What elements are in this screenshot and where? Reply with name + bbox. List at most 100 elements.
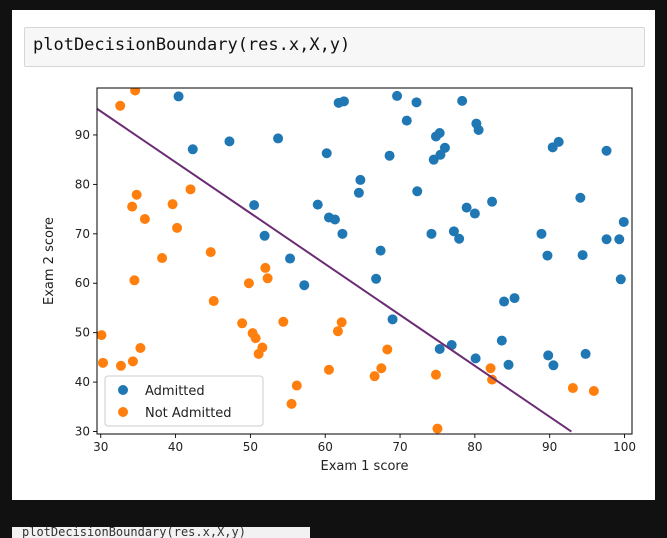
admitted-point — [355, 174, 366, 185]
admitted-point — [536, 228, 547, 239]
admitted-point — [384, 150, 395, 161]
not-admitted-point — [97, 357, 108, 368]
admitted-point — [615, 274, 626, 285]
admitted-point — [338, 96, 349, 107]
not-admitted-point — [376, 363, 387, 374]
not-admitted-point — [487, 374, 498, 385]
admitted-point — [542, 250, 553, 261]
not-admitted-point — [139, 213, 150, 224]
not-admitted-point — [253, 348, 264, 359]
not-admitted-point — [129, 275, 140, 286]
admitted-point — [387, 314, 398, 325]
not-admitted-point — [115, 360, 126, 371]
admitted-point — [543, 350, 554, 361]
admitted-point — [434, 127, 445, 138]
admitted-point — [375, 245, 386, 256]
not-admitted-point — [260, 262, 271, 273]
admitted-point — [435, 149, 446, 160]
admitted-point — [548, 360, 559, 371]
cell-output: 30 40 50 60 70 80 90 100 30 40 50 60 70 80 90 Exam 1 sc… — [24, 72, 645, 492]
admitted-point — [371, 273, 382, 284]
admitted-point — [259, 230, 270, 241]
not-admitted-point — [127, 201, 138, 212]
y-tick-label: 50 — [75, 326, 90, 340]
not-admitted-point — [291, 380, 302, 391]
admitted-point — [461, 202, 472, 213]
x-tick-label: 100 — [613, 440, 636, 454]
x-tick-label: 50 — [243, 440, 258, 454]
x-axis-label: Exam 1 score — [320, 459, 408, 474]
admitted-point — [285, 253, 296, 264]
not-admitted-point — [157, 253, 168, 264]
not-admitted-point — [172, 222, 183, 233]
code-cell[interactable]: plotDecisionBoundary(res.x,X,y) — [24, 27, 645, 67]
admitted-point — [580, 348, 591, 359]
x-tick-label: 90 — [542, 440, 557, 454]
not-admitted-point — [243, 278, 254, 289]
admitted-point — [412, 186, 423, 197]
y-tick-label: 70 — [75, 227, 90, 241]
x-tick-label: 30 — [93, 440, 108, 454]
admitted-point — [224, 136, 235, 147]
admitted-point — [601, 234, 612, 245]
scatter-plot: 30 40 50 60 70 80 90 100 30 40 50 60 70 80 90 Exam 1 sc… — [42, 87, 636, 474]
x-tick-label: 60 — [318, 440, 333, 454]
admitted-point — [473, 125, 484, 136]
plot-area — [97, 88, 629, 434]
admitted-point — [509, 293, 520, 304]
not-admitted-point — [567, 383, 578, 394]
next-code-cell[interactable]: plotDecisionBoundary(res.x,X,y) — [12, 527, 310, 538]
not-admitted-point — [97, 330, 107, 341]
admitted-point — [469, 208, 480, 219]
y-tick-label: 30 — [75, 425, 90, 439]
not-admitted-point — [262, 273, 273, 284]
not-admitted-point — [336, 317, 347, 328]
admitted-point — [448, 226, 459, 237]
decision-boundary-line — [97, 107, 572, 433]
admitted-point — [553, 136, 564, 147]
not-admitted-point — [369, 371, 380, 382]
not-admitted-point — [205, 247, 216, 258]
not-admitted-point — [127, 356, 138, 367]
not-admitted-point — [485, 363, 496, 374]
not-admitted-point — [130, 88, 141, 96]
admitted-point — [434, 343, 445, 354]
y-tick-label: 90 — [75, 128, 90, 142]
next-cell-source-fragment: plotDecisionBoundary(res.x,X,y) — [22, 527, 246, 538]
not-admitted-point — [278, 316, 289, 327]
legend-label-not-admitted: Not Admitted — [145, 406, 232, 421]
admitted-point — [470, 353, 481, 364]
y-tick-label: 80 — [75, 177, 90, 191]
not-admitted-point — [185, 184, 196, 195]
not-admitted-point — [237, 318, 248, 329]
admitted-point — [426, 228, 437, 239]
admitted-point — [173, 91, 184, 102]
admitted-point — [503, 359, 514, 370]
code-cell-source[interactable]: plotDecisionBoundary(res.x,X,y) — [33, 35, 351, 55]
not-admitted-point — [250, 333, 261, 344]
admitted-point — [499, 296, 510, 307]
admitted-point — [321, 148, 332, 159]
admitted-point — [487, 196, 498, 207]
admitted-point — [312, 199, 323, 210]
x-tick-label: 80 — [467, 440, 482, 454]
not-admitted-point — [286, 398, 297, 409]
admitted-point — [575, 192, 586, 203]
not-admitted-point — [208, 296, 219, 307]
x-tick-label: 70 — [392, 440, 407, 454]
not-admitted-point — [430, 369, 441, 380]
not-admitted-point — [432, 423, 443, 434]
legend-marker-admitted — [118, 385, 128, 395]
legend-marker-not-admitted — [118, 407, 128, 417]
admitted-point — [411, 97, 422, 108]
not-admitted-point — [115, 100, 126, 111]
admitted-point — [618, 216, 629, 227]
not-admitted-point — [323, 364, 334, 375]
y-tick-label: 60 — [75, 276, 90, 290]
not-admitted-point — [167, 199, 178, 210]
admitted-point — [496, 335, 507, 346]
legend-box — [104, 375, 264, 427]
admitted-point — [454, 233, 465, 244]
not-admitted-point — [131, 189, 142, 200]
admitted-point — [299, 280, 310, 291]
